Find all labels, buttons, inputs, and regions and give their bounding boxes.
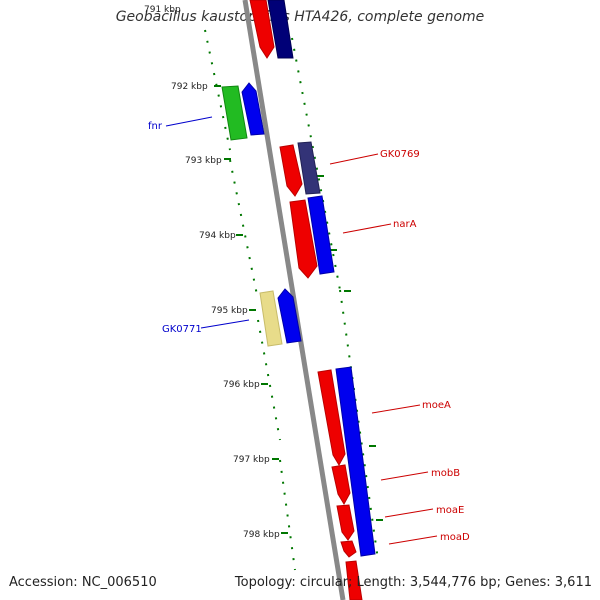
gene-arrow-bottom-red: [345, 560, 363, 600]
leader-line-mobb: [380, 471, 429, 481]
leader-line-fnr: [165, 116, 213, 127]
gene-block-moea-blue: [335, 366, 376, 557]
tick-label-798: 798 kbp: [243, 530, 280, 540]
leader-line-moae: [384, 508, 434, 518]
leader-line-gk0769: [329, 153, 379, 165]
leader-line-nara: [342, 223, 392, 234]
tick-label-794: 794 kbp: [199, 231, 236, 241]
gene-label-fnr[interactable]: fnr: [148, 121, 163, 132]
genome-title: Geobacillus kaustophilus HTA426, complet…: [115, 9, 485, 25]
gene-arrow-moea-red: [317, 369, 346, 467]
tick-label-796: 796 kbp: [223, 380, 260, 390]
gene-label-gk0769[interactable]: GK0769: [380, 149, 420, 160]
gene-label-nara[interactable]: narA: [393, 219, 417, 230]
gene-block-nara-blue: [307, 195, 335, 275]
leader-line-gk0771: [200, 319, 250, 329]
gene-arrow-moae-red: [336, 504, 355, 541]
accession-text: Accession: NC_006510: [9, 575, 157, 590]
gene-block-gk0769-dark: [297, 141, 321, 195]
gene-arrow-moad-red: [340, 540, 357, 558]
gene-label-moad[interactable]: moaD: [440, 532, 470, 543]
gene-arrow-nara-red: [289, 199, 318, 279]
tick-label-791: 791 kbp: [144, 5, 181, 15]
tick-label-795: 795 kbp: [211, 306, 248, 316]
gene-label-mobb[interactable]: mobB: [431, 468, 460, 479]
gene-label-gk0771[interactable]: GK0771: [162, 324, 202, 335]
gene-block-fnr-green: [221, 85, 248, 141]
gene-arrow-top-red: [249, 0, 275, 59]
gene-label-moea[interactable]: moeA: [422, 400, 451, 411]
genome-summary-text: Topology: circular; Length: 3,544,776 bp…: [234, 575, 592, 590]
gene-label-moae[interactable]: moaE: [436, 505, 464, 516]
gene-arrow-fnr-blue: [241, 82, 265, 136]
gene-arrow-gk0769-red: [279, 144, 303, 197]
scale-track: [204, 29, 379, 571]
gene-block-gk0771-yellow: [259, 290, 283, 347]
leader-line-moea: [371, 404, 421, 414]
tick-label-792: 792 kbp: [171, 82, 208, 92]
tick-label-793: 793 kbp: [185, 156, 222, 166]
gene-block-top-navy: [267, 0, 294, 59]
leader-line-moad: [388, 535, 438, 545]
gene-arrow-mobb-red: [331, 464, 351, 506]
gene-arrow-gk0771-blue: [277, 288, 302, 344]
tick-label-797: 797 kbp: [233, 455, 270, 465]
